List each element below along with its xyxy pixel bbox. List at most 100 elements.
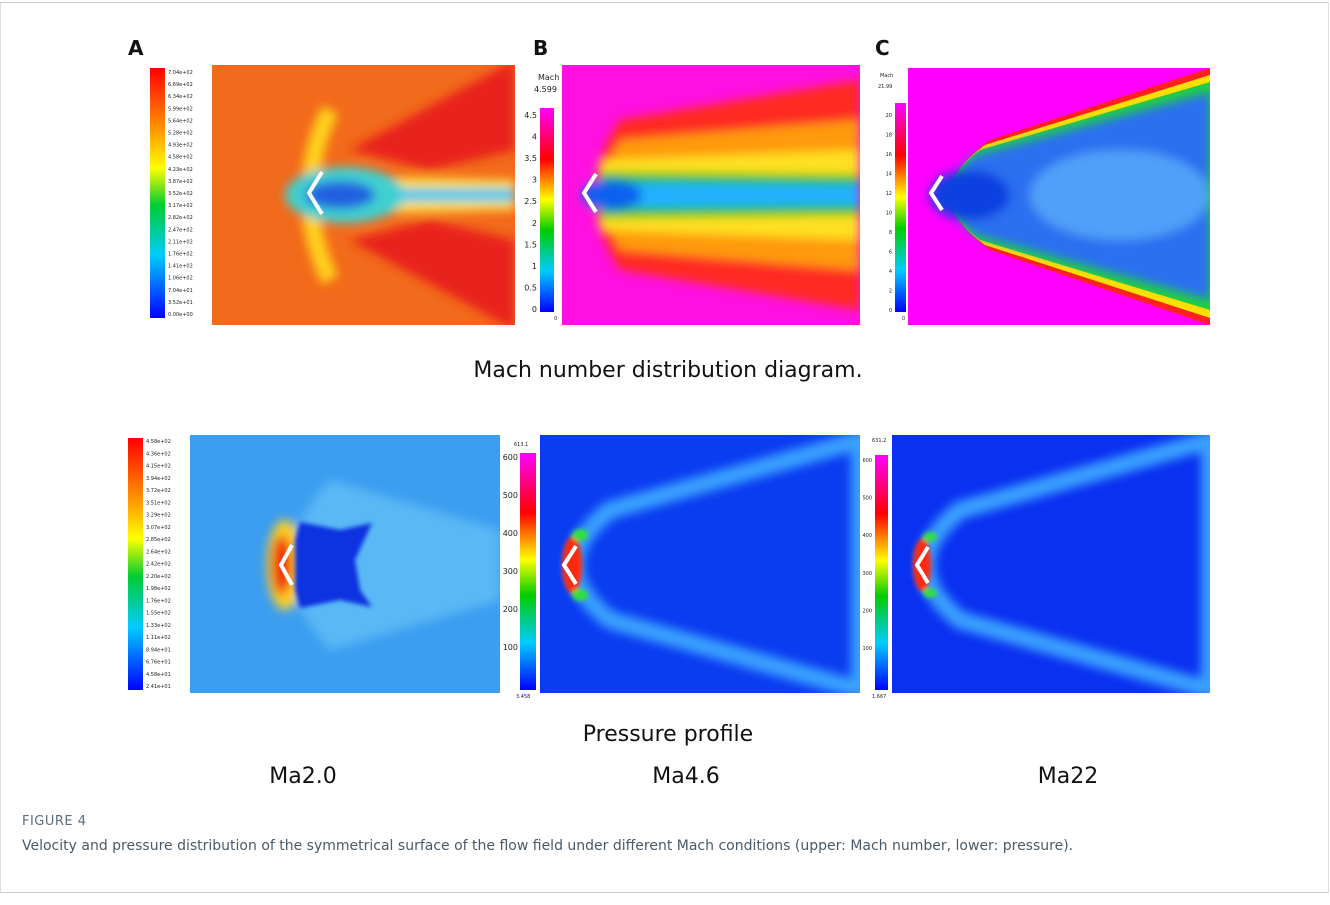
colorbar-tick-label: 4	[889, 269, 892, 275]
colorbar-tick-label: 6.76e+01	[146, 660, 171, 666]
contour-plot	[892, 435, 1210, 693]
colorbar-tick-label: 600	[503, 453, 518, 462]
colorbar-tick-label: 6.34e+02	[168, 94, 193, 100]
colorbar-tick-label: 6	[889, 250, 892, 256]
condition-label: Ma22	[1038, 764, 1098, 789]
colorbar-tick-label: 7.04e+01	[168, 288, 193, 294]
colorbar-tick-label: 1.5	[524, 240, 537, 249]
colorbar-tick-label: 100	[862, 646, 872, 652]
panel-label: A	[128, 36, 144, 60]
contour-plot	[212, 60, 515, 330]
panel-label: B	[533, 36, 548, 60]
legend-min: 1.667	[872, 694, 886, 700]
colorbar-tick-label: 4.23e+02	[168, 167, 193, 173]
colorbar-tick-label: 7.04e+02	[168, 70, 193, 76]
colorbar-tick-label: 0	[889, 308, 892, 314]
colorbar-tick-label: 300	[503, 567, 518, 576]
colorbar-tick-label: 4.58e+02	[146, 439, 171, 445]
colorbar-tick-label: 2.11e+02	[168, 239, 193, 245]
colorbar-tick-label: 3.87e+02	[168, 179, 193, 185]
colorbar-tick-label: 2.64e+02	[146, 549, 171, 555]
colorbar-tick-label: 5.64e+02	[168, 118, 193, 124]
contour-plot	[562, 65, 860, 325]
colorbar-tick-label: 100	[503, 643, 518, 652]
row-caption: Mach number distribution diagram.	[473, 358, 862, 383]
colorbar-tick-label: 12	[886, 191, 892, 197]
colorbar	[895, 103, 906, 312]
colorbar-tick-label: 200	[862, 608, 872, 614]
colorbar-tick-label: 2.5	[524, 197, 537, 206]
colorbar-tick-label: 10	[886, 211, 892, 217]
colorbar	[875, 455, 888, 690]
colorbar	[150, 68, 165, 318]
colorbar-tick-label: 5.28e+02	[168, 131, 193, 137]
colorbar-tick-label: 500	[862, 496, 872, 502]
colorbar-tick-label: 400	[503, 529, 518, 538]
colorbar-tick-label: 8	[889, 230, 892, 236]
colorbar-tick-label: 8.94e+01	[146, 647, 171, 653]
page: A B C Mach number distribution diagram. …	[0, 0, 1330, 905]
colorbar-tick-label: 2.42e+02	[146, 562, 171, 568]
legend-min: 0	[902, 316, 905, 322]
colorbar-tick-label: 0.00e+00	[168, 312, 193, 318]
colorbar-tick-label: 1.41e+02	[168, 264, 193, 270]
colorbar-tick-label: 4.15e+02	[146, 464, 171, 470]
legend-title: Mach	[880, 73, 893, 79]
legend-max: 613.1	[514, 442, 528, 448]
condition-label: Ma2.0	[269, 764, 336, 789]
colorbar-tick-label: 18	[886, 133, 892, 139]
figure-label: FIGURE 4	[22, 814, 87, 829]
colorbar-tick-label: 3.5	[524, 154, 537, 163]
colorbar-tick-label: 2.82e+02	[168, 215, 193, 221]
condition-label: Ma4.6	[652, 764, 719, 789]
colorbar-tick-label: 0	[532, 305, 537, 314]
colorbar-tick-label: 3.72e+02	[146, 488, 171, 494]
legend-min: 3.458	[516, 694, 530, 700]
colorbar-tick-label: 1.98e+02	[146, 586, 171, 592]
colorbar	[520, 453, 536, 690]
colorbar-tick-label: 3	[532, 176, 537, 185]
colorbar-tick-label: 1.76e+02	[168, 252, 193, 258]
legend-max: 631.2	[872, 438, 886, 444]
colorbar-tick-label: 4.36e+02	[146, 451, 171, 457]
colorbar-tick-label: 600	[862, 458, 872, 464]
colorbar-tick-label: 1.06e+02	[168, 276, 193, 282]
colorbar-tick-label: 2	[889, 289, 892, 295]
colorbar-tick-label: 5.99e+02	[168, 106, 193, 112]
colorbar-tick-label: 2.20e+02	[146, 574, 171, 580]
colorbar-tick-label: 1.55e+02	[146, 611, 171, 617]
colorbar-tick-label: 400	[862, 533, 872, 539]
figure: A B C Mach number distribution diagram. …	[0, 0, 1330, 800]
contour-plot	[908, 68, 1210, 325]
figure-caption: Velocity and pressure distribution of th…	[22, 836, 1302, 857]
colorbar-tick-label: 4.58e+02	[168, 155, 193, 161]
legend-min: 0	[554, 316, 557, 322]
colorbar-tick-label: 16	[886, 152, 892, 158]
colorbar-tick-label: 1.76e+02	[146, 598, 171, 604]
colorbar-tick-label: 4	[532, 133, 537, 142]
contour-plot	[190, 435, 500, 693]
colorbar-tick-label: 2	[532, 219, 537, 228]
colorbar-tick-label: 1	[532, 262, 537, 271]
colorbar-tick-label: 4.5	[524, 111, 537, 120]
colorbar-tick-label: 300	[862, 571, 872, 577]
colorbar-tick-label: 3.29e+02	[146, 513, 171, 519]
legend-max: 4.599	[534, 85, 557, 94]
colorbar-tick-label: 200	[503, 605, 518, 614]
colorbar-tick-label: 3.51e+02	[146, 500, 171, 506]
colorbar-tick-label: 2.85e+02	[146, 537, 171, 543]
colorbar-tick-label: 3.52e+02	[168, 191, 193, 197]
colorbar-tick-label: 14	[886, 172, 892, 178]
colorbar-tick-label: 1.11e+02	[146, 635, 171, 641]
panel-label: C	[875, 36, 890, 60]
colorbar	[540, 108, 554, 312]
colorbar-tick-label: 3.17e+02	[168, 203, 193, 209]
legend-max: 21.99	[878, 84, 892, 90]
colorbar-tick-label: 4.58e+01	[146, 672, 171, 678]
colorbar-tick-label: 4.93e+02	[168, 143, 193, 149]
colorbar	[128, 438, 143, 690]
colorbar-tick-label: 2.41e+01	[146, 684, 171, 690]
colorbar-tick-label: 20	[886, 113, 892, 119]
colorbar-tick-label: 500	[503, 491, 518, 500]
colorbar-tick-label: 3.94e+02	[146, 476, 171, 482]
